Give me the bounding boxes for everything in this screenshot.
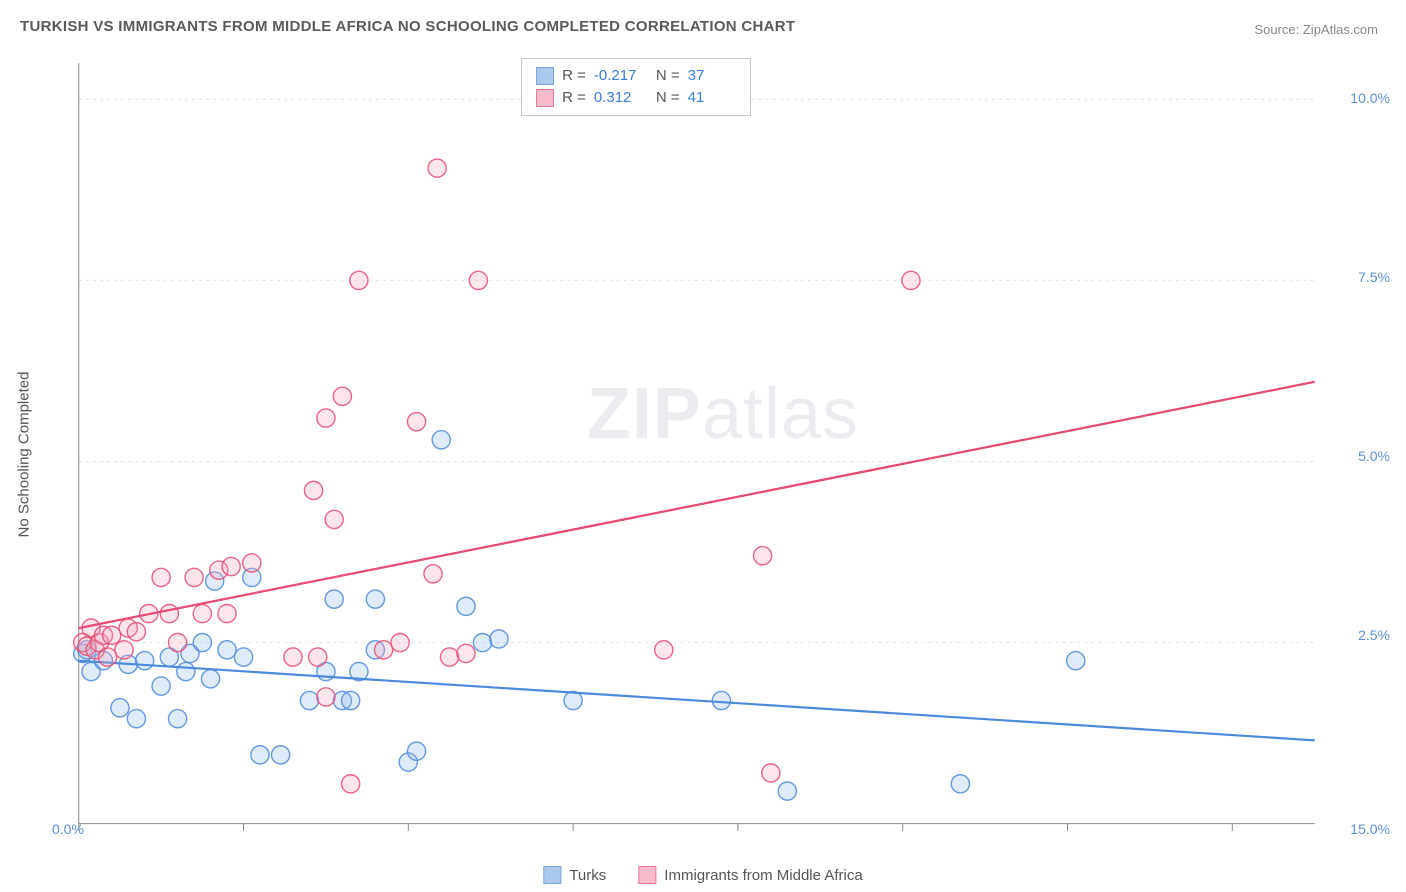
legend-swatch — [543, 866, 561, 884]
y-axis-label: No Schooling Completed — [16, 372, 33, 538]
series-swatch — [536, 89, 554, 107]
legend-label: Immigrants from Middle Africa — [664, 867, 862, 884]
legend-swatch — [638, 866, 656, 884]
y-tick-label: 10.0% — [1350, 90, 1390, 106]
correlation-stats-box: R = -0.217 N = 37 R = 0.312 N = 41 — [521, 58, 751, 116]
x-tick-label: 15.0% — [1350, 821, 1390, 837]
x-tick-label: 0.0% — [52, 821, 84, 837]
y-tick-label: 2.5% — [1358, 627, 1390, 643]
r-label: R = — [562, 65, 586, 87]
chart-title: TURKISH VS IMMIGRANTS FROM MIDDLE AFRICA… — [20, 18, 795, 35]
n-label: N = — [656, 87, 680, 109]
y-tick-label: 5.0% — [1358, 448, 1390, 464]
stat-row: R = 0.312 N = 41 — [536, 87, 736, 109]
bottom-legend: Turks Immigrants from Middle Africa — [543, 866, 862, 884]
n-value: 37 — [688, 65, 736, 87]
series-swatch — [536, 67, 554, 85]
source-link[interactable]: ZipAtlas.com — [1303, 22, 1378, 37]
n-label: N = — [656, 65, 680, 87]
source-attribution: Source: ZipAtlas.com — [1254, 22, 1378, 37]
r-value: 0.312 — [594, 87, 642, 109]
legend-label: Turks — [569, 867, 606, 884]
scatter-svg — [50, 55, 1396, 852]
r-label: R = — [562, 87, 586, 109]
y-tick-label: 7.5% — [1358, 269, 1390, 285]
plot-area: ZIPatlas R =-0.217N =37R =0.312N =41 2.5… — [50, 55, 1396, 852]
legend-item: Immigrants from Middle Africa — [638, 866, 862, 884]
r-value: -0.217 — [594, 65, 642, 87]
stat-row: R = -0.217 N = 37 — [536, 65, 736, 87]
n-value: 41 — [688, 87, 736, 109]
legend-item: Turks — [543, 866, 606, 884]
source-label: Source: — [1254, 22, 1299, 37]
